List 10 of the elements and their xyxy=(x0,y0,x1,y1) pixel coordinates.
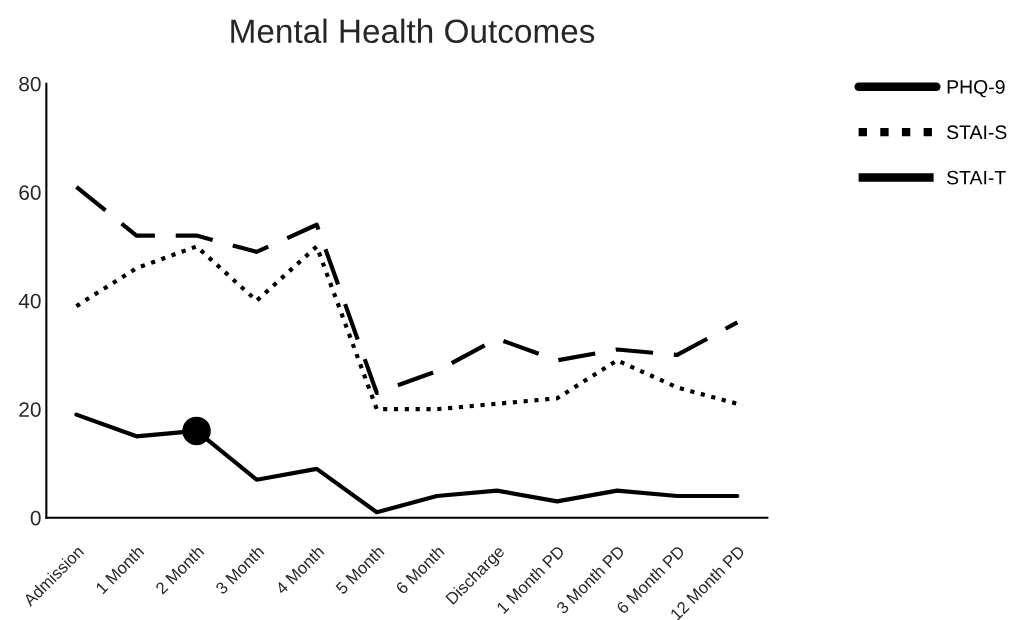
chart-title: Mental Health Outcomes xyxy=(231,18,595,44)
legend-label: PHQ-9 xyxy=(947,80,1005,98)
line-series xyxy=(74,412,740,515)
legend-label: STAI-T xyxy=(947,170,1006,185)
y-tick-label: 80 xyxy=(19,76,41,92)
y-tick-label: 20 xyxy=(19,402,41,417)
y-tick-label: 40 xyxy=(18,293,41,309)
y-tick-label: 0 xyxy=(30,510,41,526)
y-tick-label: 60 xyxy=(19,185,41,200)
legend-label: STAI-S xyxy=(947,125,1007,140)
